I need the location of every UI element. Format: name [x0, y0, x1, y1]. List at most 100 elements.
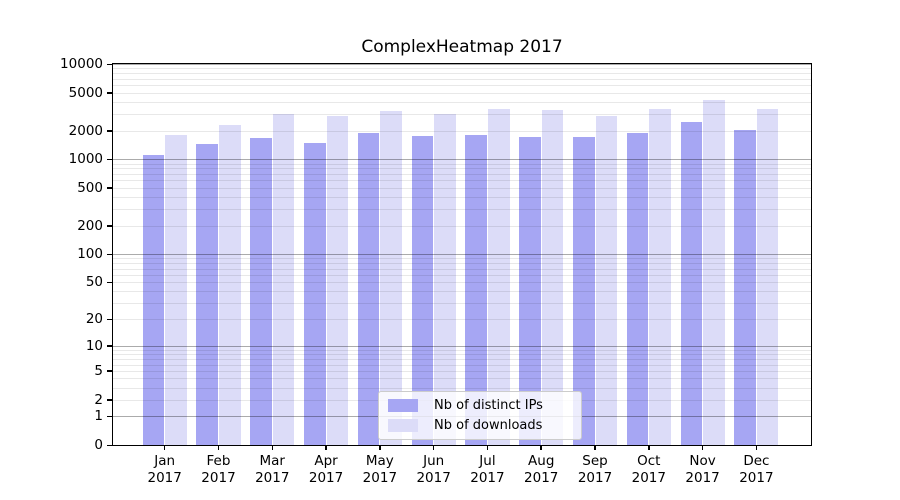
- x-tick-label: Aug 2017: [524, 453, 559, 486]
- x-axis-tick: [271, 445, 274, 450]
- legend: Nb of distinct IPs Nb of downloads: [378, 391, 582, 440]
- x-axis-tick: [217, 445, 220, 450]
- grid-line-minor: [113, 85, 811, 87]
- bar-distinct-ips: [519, 137, 541, 445]
- bar-distinct-ips: [142, 154, 165, 445]
- x-tick-label: Oct 2017: [631, 453, 666, 486]
- bar-distinct-ips: [572, 136, 595, 445]
- y-axis-tick: [107, 415, 112, 418]
- y-tick-label: 0: [94, 437, 103, 453]
- bar-downloads: [272, 114, 295, 445]
- bar-downloads: [165, 134, 187, 445]
- y-axis-tick: [107, 444, 112, 446]
- grid-line-minor: [113, 113, 811, 115]
- bar-distinct-ips: [734, 130, 756, 445]
- x-axis-tick: [648, 445, 650, 450]
- x-tick-label: Sep 2017: [577, 453, 613, 486]
- bar-downloads: [487, 109, 510, 445]
- y-axis-tick: [107, 399, 112, 401]
- x-axis-tick: [701, 445, 704, 450]
- x-tick-label: Apr 2017: [308, 453, 344, 486]
- y-axis-tick: [107, 253, 112, 256]
- grid-line-minor: [113, 180, 811, 182]
- grid-line-minor: [113, 208, 811, 210]
- chart-title: ComplexHeatmap 2017: [361, 37, 563, 57]
- legend-entry-downloads: Nb of downloads: [388, 418, 572, 433]
- legend-label-downloads: Nb of downloads: [434, 418, 543, 433]
- x-axis-tick: [486, 445, 489, 450]
- bar-downloads: [380, 110, 402, 445]
- y-tick-label: 100: [77, 246, 103, 263]
- y-tick-label: 10: [85, 337, 103, 354]
- y-axis-tick: [107, 370, 112, 372]
- grid-line-minor: [113, 274, 811, 276]
- grid-line-minor: [113, 130, 811, 132]
- grid-line-minor: [113, 319, 811, 321]
- bar-downloads: [595, 115, 618, 445]
- bars-layer: [113, 64, 811, 445]
- grid-line-minor: [113, 364, 811, 366]
- y-tick-label: 50: [85, 274, 103, 291]
- grid-line-major: [113, 254, 811, 256]
- grid-line-minor: [113, 358, 811, 360]
- bar-downloads: [649, 109, 671, 445]
- grid-line-minor: [113, 163, 811, 165]
- x-tick-label: May 2017: [362, 453, 398, 486]
- y-tick-label: 2: [94, 391, 103, 408]
- bar-distinct-ips: [303, 143, 326, 445]
- x-tick-label: Mar 2017: [255, 453, 290, 486]
- legend-entry-distinct-ips: Nb of distinct IPs: [388, 398, 572, 413]
- y-tick-label: 1000: [68, 151, 103, 168]
- bar-distinct-ips: [196, 144, 218, 445]
- grid-line-minor: [113, 268, 811, 270]
- x-axis-tick: [594, 445, 596, 450]
- grid-line-minor: [113, 282, 811, 284]
- grid-line-minor: [113, 387, 811, 389]
- y-tick-label: 2000: [68, 122, 103, 139]
- grid-line-minor: [113, 349, 811, 351]
- y-axis-tick: [107, 281, 112, 284]
- x-axis-tick: [540, 445, 542, 450]
- y-tick-label: 10000: [60, 56, 103, 72]
- legend-swatch-downloads: [388, 419, 418, 432]
- grid-line-minor: [113, 73, 811, 75]
- grid-line-minor: [113, 168, 811, 170]
- bar-distinct-ips: [680, 121, 703, 445]
- legend-label-distinct-ips: Nb of distinct IPs: [434, 398, 543, 413]
- bar-downloads: [326, 116, 349, 445]
- x-axis-tick: [432, 445, 435, 450]
- bar-distinct-ips: [465, 134, 487, 445]
- grid-line-minor: [113, 187, 811, 189]
- y-tick-label: 500: [77, 179, 103, 196]
- y-axis-tick: [107, 187, 112, 189]
- grid-line-minor: [113, 302, 811, 304]
- x-axis-tick: [325, 445, 327, 450]
- bar-downloads: [703, 99, 725, 445]
- y-axis-tick: [107, 158, 112, 161]
- grid-layer: [113, 64, 811, 445]
- y-axis-tick: [107, 130, 112, 132]
- grid-line-minor: [113, 68, 811, 70]
- y-axis-tick: [107, 345, 112, 347]
- grid-line-minor: [113, 354, 811, 356]
- y-axis-tick: [107, 92, 112, 94]
- x-tick-label: Nov 2017: [685, 453, 720, 486]
- x-axis-tick: [163, 445, 166, 450]
- y-tick-label: 5000: [68, 84, 103, 101]
- x-tick-label: Jan 2017: [147, 453, 182, 486]
- grid-line-minor: [113, 291, 811, 293]
- grid-line-minor: [113, 78, 811, 80]
- x-tick-label: Jun 2017: [416, 453, 451, 486]
- grid-line-minor: [113, 263, 811, 265]
- x-axis-tick: [755, 445, 758, 450]
- grid-line-minor: [113, 92, 811, 94]
- x-tick-label: Feb 2017: [201, 453, 236, 486]
- bar-downloads: [541, 109, 564, 445]
- y-tick-label: 200: [77, 217, 103, 234]
- grid-line-minor: [113, 378, 811, 380]
- y-axis-tick: [107, 318, 112, 321]
- bar-distinct-ips: [411, 135, 434, 445]
- plot-area: [112, 63, 812, 446]
- grid-line-minor: [113, 197, 811, 199]
